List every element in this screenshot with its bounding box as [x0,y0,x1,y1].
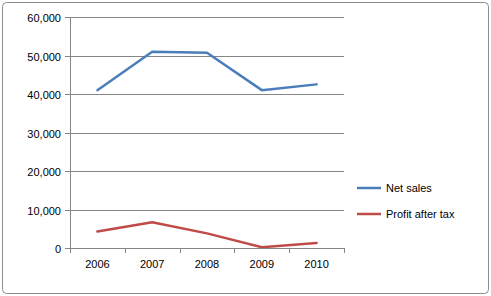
x-tick [289,248,290,253]
y-tick [65,56,70,57]
x-tick [344,248,345,253]
x-tick-label: 2009 [250,258,274,270]
y-tick-label: 0 [55,243,61,255]
legend-swatch [357,187,381,190]
series-line [97,52,316,91]
grid-line [70,248,344,249]
y-tick [65,171,70,172]
grid-line [70,94,344,95]
grid-line [70,17,344,18]
y-tick [65,94,70,95]
chart-border [3,3,489,294]
y-tick-label: 40,000 [27,89,61,101]
series-line [97,222,316,247]
x-tick [70,248,71,253]
y-tick [65,248,70,249]
y-axis [70,17,71,248]
x-tick-label: 2008 [195,258,219,270]
y-tick-label: 30,000 [27,128,61,140]
y-tick [65,133,70,134]
x-axis [70,248,344,249]
y-tick-label: 10,000 [27,205,61,217]
x-tick-label: 2006 [85,258,109,270]
chart-svg: 0 10,000 20,000 30,000 40,000 50,000 60,000 200… [0,0,491,296]
x-tick [234,248,235,253]
x-tick-label: 2007 [140,258,164,270]
y-tick [65,17,70,18]
y-tick-label: 50,000 [27,51,61,63]
grid-line [70,171,344,172]
grid-line [70,56,344,57]
y-tick-label: 20,000 [27,166,61,178]
y-tick-label: 60,000 [27,12,61,24]
legend-swatch [357,213,381,216]
legend-label: Profit after tax [386,208,455,220]
x-tick [125,248,126,253]
plot-area [97,52,316,248]
chart-container: 0 10,000 20,000 30,000 40,000 50,000 60,000 200… [0,0,491,296]
grid-line [70,133,344,134]
legend-label: Net sales [386,182,432,194]
x-tick [180,248,181,253]
grid-line [70,210,344,211]
x-tick-label: 2010 [304,258,328,270]
y-tick [65,210,70,211]
